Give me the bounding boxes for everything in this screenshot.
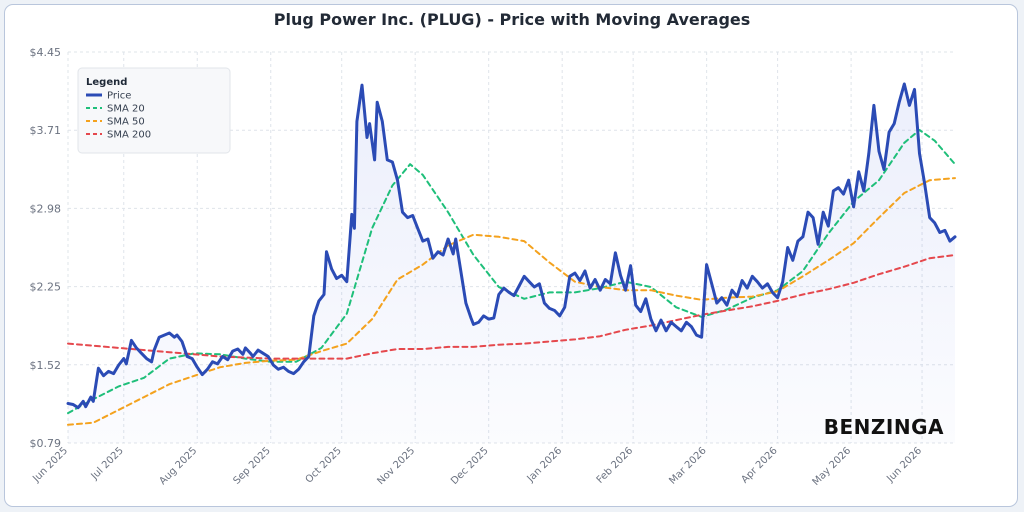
price-area <box>68 84 955 443</box>
legend-box <box>77 67 231 154</box>
chart-title: Plug Power Inc. (PLUG) - Price with Movi… <box>274 10 751 29</box>
y-tick-label: $2.98 <box>30 202 62 215</box>
y-tick-label: $0.79 <box>30 437 62 450</box>
x-tick-label: May 2026 <box>811 445 854 488</box>
legend-label: SMA 20 <box>107 104 145 115</box>
legend-label: Price <box>107 91 131 102</box>
series-line-sma-200 <box>67 254 956 360</box>
x-tick-label: Nov 2025 <box>375 445 417 487</box>
x-tick-label: Jul 2025 <box>89 445 126 482</box>
x-tick-label: Oct 2025 <box>304 445 344 485</box>
legend-title: Legend <box>86 77 127 88</box>
legend-label: SMA 200 <box>107 130 151 141</box>
y-tick-label: $3.71 <box>30 124 62 137</box>
benzinga-watermark: BENZINGA <box>824 415 944 439</box>
x-tick-label: Dec 2025 <box>449 445 491 487</box>
x-tick-label: Jun 2025 <box>30 445 70 485</box>
y-tick-label: $1.52 <box>30 359 62 372</box>
x-tick-label: Apr 2026 <box>739 445 779 485</box>
x-tick-label: Sep 2025 <box>232 445 273 486</box>
y-tick-label: $4.45 <box>30 46 62 59</box>
x-tick-label: Jun 2026 <box>884 445 924 485</box>
x-tick-label: Jan 2026 <box>525 445 565 485</box>
y-tick-label: $2.25 <box>30 281 62 294</box>
x-tick-label: Aug 2025 <box>158 445 200 487</box>
series-line-price <box>66 82 957 410</box>
legend: Legend Price SMA 20 SMA 50 SMA 200 <box>77 67 231 154</box>
x-tick-label: Feb 2026 <box>595 445 636 486</box>
series-line-sma-50 <box>67 177 956 426</box>
series-line-sma-20 <box>67 129 956 415</box>
x-tick-label: Mar 2026 <box>667 445 708 486</box>
legend-label: SMA 50 <box>107 117 145 128</box>
